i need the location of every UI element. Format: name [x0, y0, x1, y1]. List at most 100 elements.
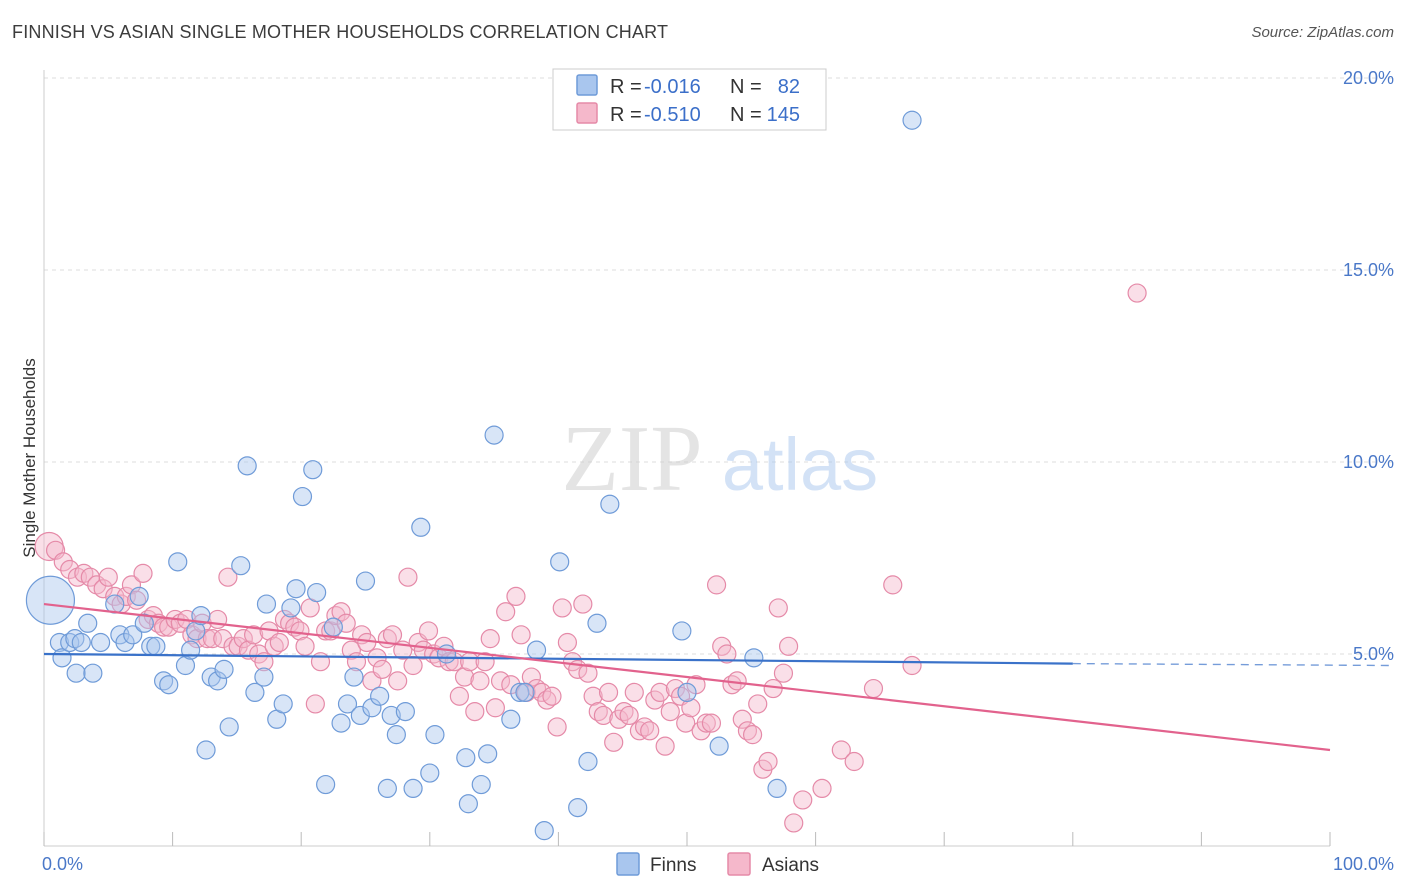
asians-points	[34, 283, 1147, 833]
x-tick-label-min: 0.0%	[42, 854, 83, 874]
finns-point-55	[403, 778, 423, 799]
asians-point-83	[485, 698, 505, 718]
x-tick-marks	[43, 832, 1331, 846]
finns-point-75	[672, 621, 692, 641]
asians-point-52	[326, 605, 346, 626]
asians-point-109	[619, 705, 639, 726]
finns-point-17	[146, 636, 166, 656]
finns-point-79	[767, 778, 787, 799]
chart-title: FINNISH VS ASIAN SINGLE MOTHER HOUSEHOLD…	[12, 22, 669, 42]
finns-point-51	[377, 778, 397, 799]
asians-point-111	[629, 721, 650, 741]
asians-point-63	[382, 625, 403, 645]
watermark: ZIP atlas	[562, 407, 879, 511]
finns-point-5	[66, 663, 86, 683]
asians-point-46	[295, 636, 315, 656]
finns-point-80	[902, 110, 922, 130]
series-legend-label-finns: Finns	[650, 855, 696, 876]
finns-point-18	[153, 671, 174, 691]
asians-point-134	[748, 694, 768, 714]
asians-point-76	[449, 686, 469, 706]
asians-point-105	[598, 682, 619, 703]
asians-point-48	[305, 694, 325, 714]
finns-point-62	[471, 774, 491, 795]
finns-point-8	[83, 663, 103, 683]
finns-point-72	[578, 751, 598, 772]
asians-point-8	[93, 579, 113, 599]
asians-point-1	[45, 540, 66, 560]
asians-point-144	[831, 740, 851, 760]
finns-point-56	[411, 517, 431, 537]
finns-point-49	[362, 698, 382, 718]
finns-point-58	[425, 725, 445, 745]
finns-point-33	[254, 667, 274, 687]
asians-point-45	[290, 621, 310, 641]
finns-point-38	[286, 579, 306, 599]
asians-point-54	[336, 613, 356, 633]
finns-point-29	[219, 717, 239, 737]
asians-point-112	[634, 717, 655, 737]
finns-point-44	[331, 713, 351, 733]
asians-point-126	[706, 575, 727, 595]
asians-point-34	[233, 629, 253, 649]
asians-trend-line	[43, 602, 1331, 752]
finns-point-12	[115, 632, 135, 653]
series-legend: Finns Asians	[616, 852, 819, 876]
finns-point-21	[175, 655, 196, 676]
finns-point-52	[381, 705, 401, 726]
finns-point-63	[478, 744, 498, 764]
finns-point-27	[208, 671, 228, 691]
finns-point-32	[245, 682, 265, 703]
legend-n-label-asians: N =	[730, 104, 762, 126]
asians-point-64	[388, 671, 408, 691]
asians-point-97	[557, 632, 578, 653]
asians-point-143	[812, 778, 832, 799]
finns-point-64	[484, 425, 504, 445]
asians-point-67	[403, 655, 423, 676]
asians-point-104	[593, 705, 614, 726]
asians-point-100	[573, 594, 593, 614]
asians-point-29	[208, 609, 228, 630]
asians-point-49	[310, 652, 331, 672]
finns-point-70	[550, 552, 570, 572]
finns-point-7	[78, 613, 98, 633]
finns-point-25	[196, 740, 216, 760]
finns-point-40	[303, 460, 323, 480]
asians-point-27	[197, 629, 217, 649]
asians-point-55	[341, 640, 361, 660]
finns-point-39	[292, 486, 313, 507]
asians-point-130	[727, 671, 747, 691]
finns-point-30	[231, 556, 251, 576]
asians-point-133	[742, 725, 763, 745]
finns-point-66	[510, 682, 530, 703]
finns-point-74	[600, 494, 620, 514]
series-legend-swatch-asians	[727, 852, 751, 876]
legend-swatch-asians	[576, 102, 598, 124]
asians-point-103	[588, 701, 608, 722]
finns-point-13	[123, 625, 143, 645]
asians-point-142	[793, 790, 813, 810]
finns-point-31	[237, 456, 257, 476]
asians-point-125	[701, 713, 722, 733]
finns-point-53	[386, 725, 406, 745]
asians-point-85	[496, 602, 516, 622]
asians-point-132	[737, 721, 758, 741]
finns-point-6	[71, 632, 91, 653]
finns-points	[25, 110, 922, 841]
asians-point-36	[244, 625, 264, 645]
asians-point-128	[717, 644, 737, 664]
y-tick-label-1: 10.0%	[1343, 452, 1394, 472]
asians-point-87	[506, 586, 526, 607]
asians-point-110	[624, 682, 644, 703]
finns-point-37	[281, 598, 301, 618]
legend-n-label-finns: N =	[730, 76, 762, 98]
finns-point-45	[337, 694, 358, 714]
asians-point-96	[552, 598, 572, 618]
y-axis-label: Single Mother Households	[20, 358, 39, 557]
finns-point-42	[316, 774, 336, 795]
asians-point-149	[1127, 283, 1147, 303]
asians-point-121	[681, 698, 701, 718]
asians-point-2	[53, 552, 73, 572]
series-legend-label-asians: Asians	[762, 855, 819, 876]
asians-point-10	[105, 586, 125, 607]
